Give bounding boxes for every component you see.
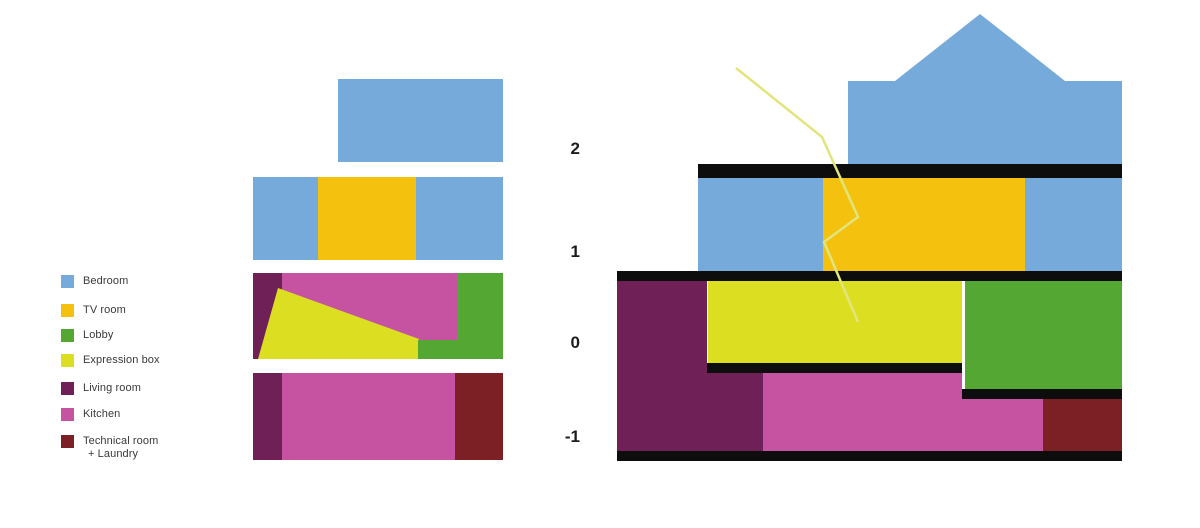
section-level0-expression-box [708, 281, 962, 363]
legend-label-technical-room-line1: Technical room [83, 435, 159, 447]
plan-level2-bedroom [338, 79, 503, 162]
plan-level0-lobby [418, 273, 503, 359]
legend-swatch-technical-room [61, 435, 74, 448]
legend-label-technical-room-line2: + Laundry [88, 448, 139, 460]
section-slab-top [698, 164, 1122, 178]
floor-label-level-1: 1 [570, 242, 580, 261]
legend-swatch-kitchen [61, 408, 74, 421]
legend-label-expression-box: Expression box [83, 354, 160, 366]
plan-level-1-living-room [253, 373, 282, 460]
plan-level0-expression-box [258, 288, 419, 359]
section-level-1-technical-room [1043, 399, 1122, 451]
legend-label-tv-room: TV room [83, 304, 126, 316]
section-level-1-kitchen [763, 373, 1043, 451]
legend-item-kitchen: Kitchen [61, 408, 120, 421]
legend-item-bedroom: Bedroom [61, 275, 128, 288]
legend-swatch-bedroom [61, 275, 74, 288]
section-slab-bottom [617, 451, 1122, 461]
legend-swatch-lobby [61, 329, 74, 342]
legend-item-living-room: Living room [61, 382, 141, 395]
section-slab-lobby [962, 389, 1122, 399]
section-level0-living-room [617, 281, 763, 451]
plan-level1-tv-room [318, 177, 416, 260]
legend-label-kitchen: Kitchen [83, 408, 121, 420]
section-level1-bedroom-left [698, 178, 823, 271]
legend-swatch-living-room [61, 382, 74, 395]
section-level2-bedroom-roof [848, 14, 1122, 164]
section-level0-lobby [965, 281, 1122, 389]
legend-item-lobby: Lobby [61, 329, 113, 342]
legend-swatch-tv-room [61, 304, 74, 317]
legend-label-living-room: Living room [83, 382, 141, 394]
section-slab-level1 [617, 271, 1122, 281]
legend-label-bedroom: Bedroom [83, 275, 129, 287]
floor-label-level-minus-1: -1 [564, 427, 580, 446]
legend-item-technical-room: Technical room + Laundry [61, 435, 158, 460]
section-slab-expression [707, 363, 962, 373]
section-level1-bedroom-right [1025, 178, 1122, 271]
section-expression-line [735, 67, 860, 323]
floor-label-level-2: 2 [570, 139, 580, 158]
section-level1-tv-room [823, 178, 1025, 271]
plan-level-1-technical-room [455, 373, 503, 460]
legend-label-lobby: Lobby [83, 329, 114, 341]
legend-item-expression-box: Expression box [61, 354, 160, 367]
legend-item-tv-room: TV room [61, 304, 126, 317]
legend-swatch-expression-box [61, 354, 74, 367]
floor-label-level-0: 0 [570, 333, 580, 352]
legend-label-technical-room: Technical room + Laundry [83, 435, 158, 460]
